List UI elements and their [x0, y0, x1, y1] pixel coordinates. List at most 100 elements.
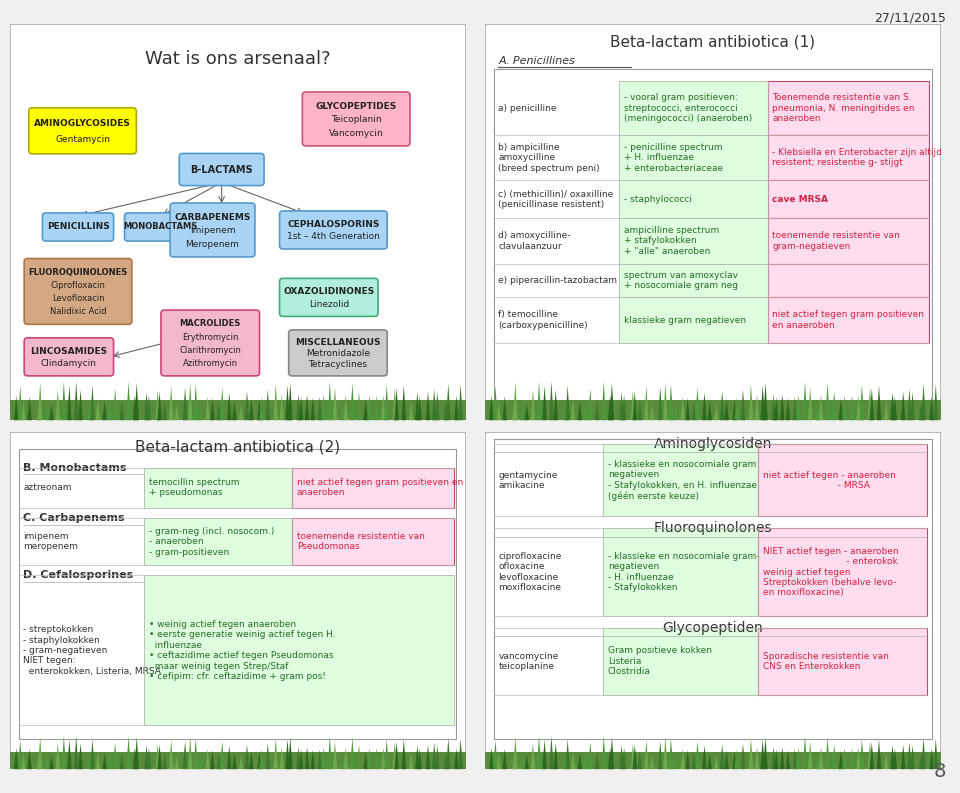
Text: Fluoroquinolones: Fluoroquinolones [654, 521, 772, 535]
Text: B. Monobactams: B. Monobactams [23, 462, 127, 473]
Polygon shape [785, 750, 790, 769]
Polygon shape [418, 396, 422, 420]
Text: a) penicilline: a) penicilline [498, 104, 557, 113]
Polygon shape [619, 392, 624, 420]
Polygon shape [608, 748, 612, 769]
Polygon shape [288, 383, 293, 420]
Polygon shape [876, 739, 881, 769]
Polygon shape [608, 395, 612, 420]
Polygon shape [357, 745, 361, 769]
Text: • weinig actief tegen anaeroben
• eerste generatie weinig actief tegen H.
  infl: • weinig actief tegen anaeroben • eerste… [149, 620, 335, 681]
FancyBboxPatch shape [279, 211, 387, 249]
Polygon shape [266, 389, 270, 420]
Polygon shape [156, 390, 160, 420]
Polygon shape [485, 400, 941, 420]
Polygon shape [513, 382, 517, 420]
Polygon shape [227, 393, 231, 420]
FancyBboxPatch shape [161, 310, 259, 376]
Polygon shape [113, 742, 117, 769]
Polygon shape [432, 742, 437, 769]
FancyBboxPatch shape [768, 181, 929, 218]
Polygon shape [669, 384, 673, 420]
Polygon shape [512, 404, 516, 420]
Polygon shape [644, 386, 649, 420]
Polygon shape [458, 384, 463, 420]
Polygon shape [393, 388, 397, 420]
Polygon shape [496, 400, 501, 420]
FancyBboxPatch shape [170, 203, 255, 257]
Polygon shape [695, 387, 700, 420]
FancyBboxPatch shape [292, 518, 454, 565]
Polygon shape [67, 385, 72, 420]
Polygon shape [395, 742, 399, 769]
Polygon shape [188, 737, 193, 769]
Polygon shape [673, 754, 678, 769]
Polygon shape [194, 738, 198, 769]
Text: niet actief tegen - anaeroben
                          - MRSA: niet actief tegen - anaeroben - MRSA [763, 470, 896, 490]
Polygon shape [157, 392, 162, 420]
Polygon shape [803, 736, 807, 769]
Polygon shape [531, 743, 536, 769]
Polygon shape [45, 752, 50, 769]
Polygon shape [531, 390, 536, 420]
FancyBboxPatch shape [279, 278, 378, 316]
Polygon shape [103, 401, 107, 420]
Polygon shape [565, 739, 570, 769]
Text: imipenem
meropenem: imipenem meropenem [23, 532, 78, 551]
Polygon shape [49, 756, 54, 769]
Polygon shape [27, 396, 32, 420]
Polygon shape [542, 740, 547, 769]
Polygon shape [890, 745, 895, 769]
Polygon shape [900, 745, 905, 769]
FancyBboxPatch shape [10, 432, 466, 769]
Polygon shape [321, 395, 325, 420]
Text: - gram-neg (incl. nosocom.)
- anaeroben
- gram-positieven: - gram-neg (incl. nosocom.) - anaeroben … [149, 527, 274, 557]
Polygon shape [832, 745, 836, 769]
Polygon shape [602, 381, 606, 420]
Polygon shape [182, 741, 187, 769]
Polygon shape [910, 745, 915, 769]
Polygon shape [631, 390, 636, 420]
FancyBboxPatch shape [768, 297, 929, 343]
Polygon shape [774, 397, 779, 420]
Polygon shape [780, 747, 784, 769]
Polygon shape [205, 749, 210, 769]
Polygon shape [341, 755, 345, 769]
Polygon shape [637, 400, 642, 420]
Polygon shape [774, 749, 779, 769]
Polygon shape [162, 753, 167, 769]
Polygon shape [67, 740, 72, 769]
Polygon shape [415, 745, 420, 769]
FancyBboxPatch shape [758, 444, 927, 516]
Polygon shape [425, 392, 430, 420]
Polygon shape [344, 748, 348, 769]
Polygon shape [760, 739, 765, 769]
Polygon shape [147, 395, 151, 420]
Text: klassieke gram negatieven: klassieke gram negatieven [624, 316, 746, 324]
Polygon shape [714, 404, 718, 420]
Polygon shape [175, 404, 180, 420]
Polygon shape [198, 402, 203, 420]
Polygon shape [919, 754, 924, 769]
Polygon shape [239, 404, 243, 420]
Polygon shape [850, 749, 854, 769]
FancyBboxPatch shape [493, 70, 931, 404]
Polygon shape [563, 756, 567, 769]
Polygon shape [10, 400, 466, 420]
Polygon shape [409, 400, 414, 420]
Polygon shape [87, 404, 92, 420]
FancyBboxPatch shape [29, 108, 136, 154]
Polygon shape [692, 753, 696, 769]
Polygon shape [108, 400, 112, 420]
FancyBboxPatch shape [619, 218, 768, 263]
Polygon shape [502, 749, 507, 769]
Polygon shape [732, 400, 737, 420]
Polygon shape [842, 749, 847, 769]
Polygon shape [922, 384, 925, 420]
Polygon shape [685, 750, 690, 769]
Text: Aminoglycosiden: Aminoglycosiden [654, 437, 772, 451]
Polygon shape [724, 399, 729, 420]
Polygon shape [418, 749, 422, 769]
Polygon shape [350, 737, 354, 769]
Polygon shape [816, 404, 820, 420]
